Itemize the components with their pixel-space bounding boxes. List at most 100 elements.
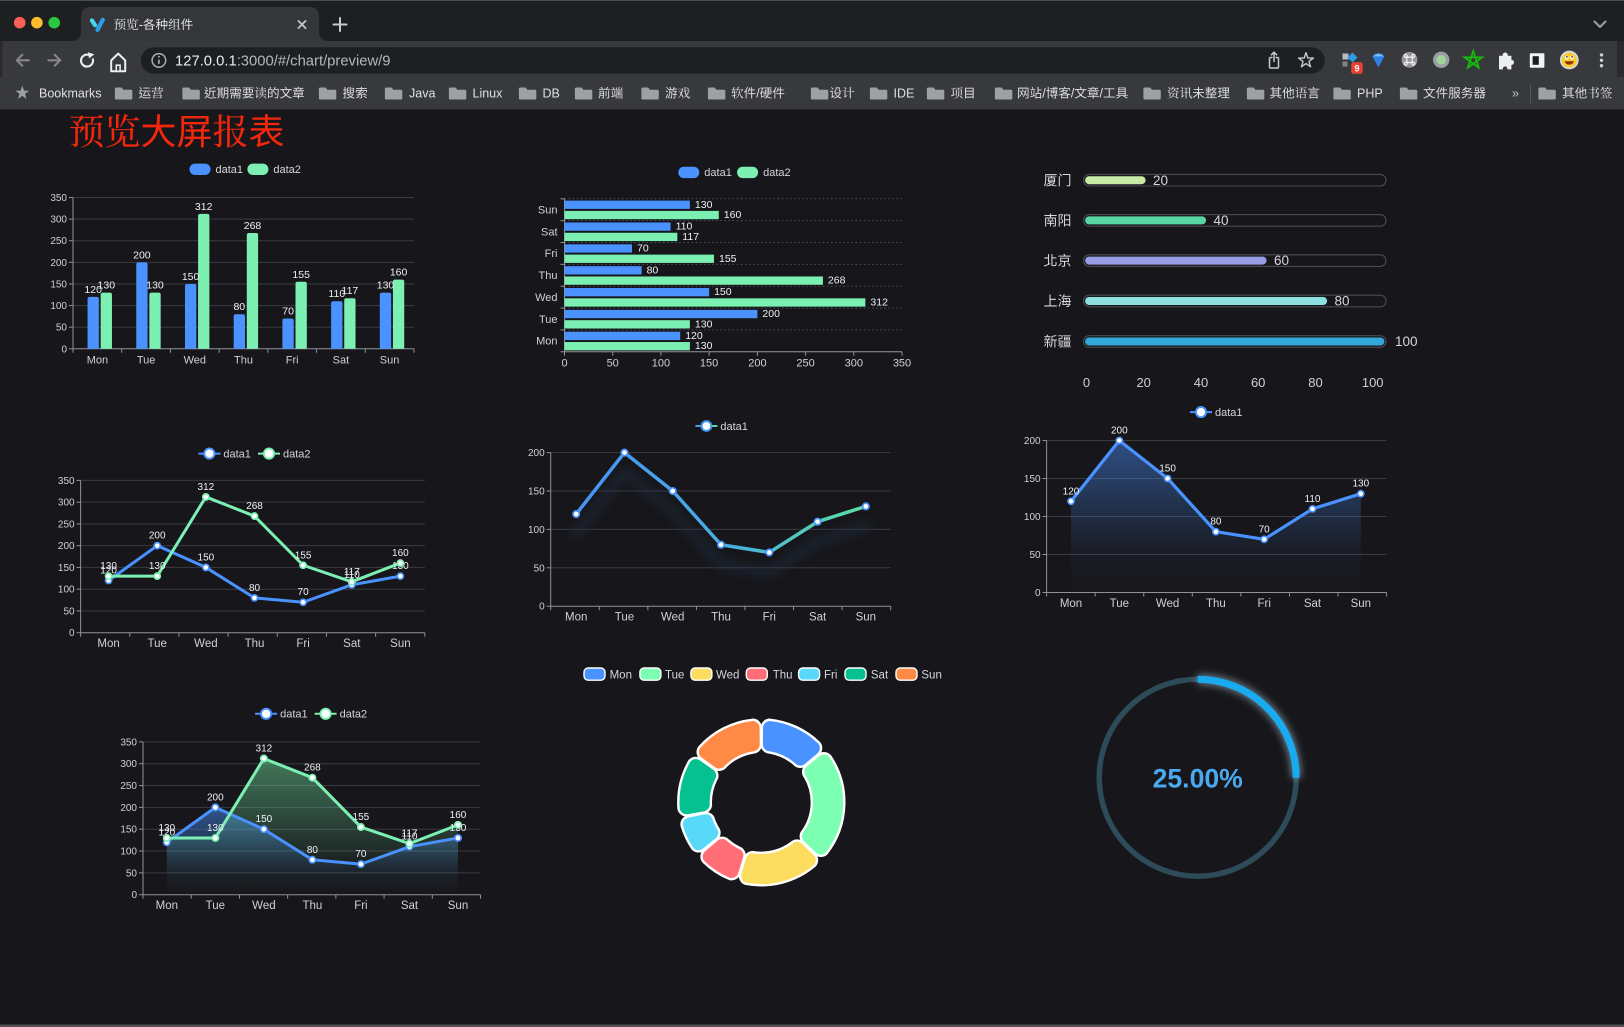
svg-text:Wed: Wed	[1156, 598, 1179, 610]
svg-text:0: 0	[69, 628, 75, 639]
svg-text:200: 200	[762, 308, 780, 320]
svg-text:/: /	[756, 87, 760, 101]
svg-text:200: 200	[149, 531, 166, 542]
svg-text:200: 200	[1024, 436, 1041, 447]
svg-text:160: 160	[390, 267, 408, 279]
svg-text:Sun: Sun	[380, 354, 400, 366]
svg-text:60: 60	[1274, 253, 1289, 268]
svg-text:Thu: Thu	[773, 669, 793, 681]
svg-text:Wed: Wed	[535, 292, 557, 304]
svg-text:120: 120	[84, 284, 102, 296]
svg-text:Thu: Thu	[234, 354, 253, 366]
svg-text:data2: data2	[273, 164, 301, 176]
svg-text:20: 20	[1136, 375, 1150, 390]
svg-text:150: 150	[256, 814, 273, 825]
svg-text:250: 250	[796, 357, 814, 369]
svg-text:80: 80	[307, 845, 319, 856]
svg-text:Fri: Fri	[545, 248, 558, 260]
svg-text:Sun: Sun	[921, 669, 941, 681]
svg-text:150: 150	[50, 280, 67, 291]
svg-text:100: 100	[1024, 512, 1041, 523]
svg-text:Mon: Mon	[97, 638, 119, 650]
svg-text:Wed: Wed	[716, 669, 739, 681]
svg-text:80: 80	[233, 301, 245, 313]
svg-text:110: 110	[328, 288, 345, 300]
svg-text:130: 130	[100, 561, 117, 572]
svg-text:Mon: Mon	[610, 669, 632, 681]
svg-text:Sat: Sat	[401, 900, 419, 912]
svg-text:130: 130	[1352, 479, 1369, 490]
svg-text:data2: data2	[340, 709, 368, 721]
svg-text:130: 130	[207, 823, 224, 834]
svg-text:150: 150	[700, 357, 718, 369]
svg-text:80: 80	[1335, 294, 1350, 309]
svg-text:120: 120	[1063, 486, 1080, 497]
svg-text:DB: DB	[543, 87, 560, 101]
svg-text:data1: data1	[720, 421, 748, 433]
svg-text:100: 100	[528, 525, 545, 536]
svg-text:127.0.0.1: 127.0.0.1	[175, 54, 237, 70]
svg-text:Bookmarks: Bookmarks	[39, 87, 102, 101]
svg-text:60: 60	[1251, 375, 1265, 390]
svg-text:Mon: Mon	[1060, 598, 1082, 610]
svg-text:-: -	[139, 18, 143, 32]
svg-text::3000/#/chart/preview/9: :3000/#/chart/preview/9	[237, 54, 391, 70]
svg-text:300: 300	[845, 357, 863, 369]
svg-text:Thu: Thu	[245, 638, 265, 650]
svg-text:200: 200	[58, 541, 75, 552]
svg-text:Sun: Sun	[390, 638, 410, 650]
svg-text:268: 268	[828, 275, 846, 287]
svg-text:250: 250	[58, 519, 75, 530]
svg-text:50: 50	[56, 323, 68, 334]
svg-text:150: 150	[528, 487, 545, 498]
svg-text:Thu: Thu	[302, 900, 322, 912]
svg-text:Mon: Mon	[536, 336, 557, 348]
svg-text:50: 50	[1029, 550, 1041, 561]
svg-text:200: 200	[748, 357, 766, 369]
svg-text:312: 312	[256, 744, 273, 755]
svg-text:Tue: Tue	[148, 638, 167, 650]
svg-text:130: 130	[695, 199, 713, 211]
svg-text:Fri: Fri	[354, 900, 367, 912]
svg-text:350: 350	[58, 476, 75, 487]
svg-text:117: 117	[402, 829, 418, 840]
svg-text:Sat: Sat	[871, 669, 889, 681]
svg-text:300: 300	[50, 215, 67, 226]
svg-text:120: 120	[158, 827, 175, 838]
svg-text:150: 150	[714, 286, 732, 298]
svg-text:110: 110	[344, 570, 360, 581]
svg-text:Sun: Sun	[448, 900, 468, 912]
svg-text:350: 350	[120, 737, 137, 748]
svg-text:9: 9	[1354, 63, 1359, 73]
svg-text:0: 0	[539, 602, 545, 613]
svg-text:data2: data2	[283, 448, 311, 460]
svg-text:150: 150	[198, 552, 215, 563]
svg-text:Tue: Tue	[615, 612, 634, 624]
svg-text:120: 120	[100, 566, 117, 577]
svg-text:150: 150	[182, 271, 200, 283]
svg-text:200: 200	[133, 249, 151, 261]
svg-text:25.00%: 25.00%	[1153, 764, 1243, 794]
svg-text:117: 117	[342, 285, 359, 297]
svg-text:80: 80	[647, 264, 659, 276]
svg-text:130: 130	[695, 340, 713, 352]
svg-text:350: 350	[893, 357, 911, 369]
svg-text:312: 312	[198, 482, 215, 493]
svg-text:50: 50	[534, 563, 546, 574]
svg-text:155: 155	[353, 812, 370, 823]
svg-text:70: 70	[298, 587, 310, 598]
svg-text:100: 100	[652, 357, 670, 369]
svg-text:Fri: Fri	[296, 638, 309, 650]
svg-text:50: 50	[63, 606, 75, 617]
svg-text:300: 300	[120, 759, 137, 770]
svg-text:100: 100	[50, 301, 67, 312]
svg-text:100: 100	[58, 585, 75, 596]
svg-text:110: 110	[1305, 494, 1321, 505]
svg-text:110: 110	[402, 832, 418, 843]
svg-text:50: 50	[126, 868, 138, 879]
svg-text:150: 150	[1024, 474, 1041, 485]
svg-text:200: 200	[207, 792, 224, 803]
svg-text:300: 300	[58, 498, 75, 509]
svg-text:Tue: Tue	[1110, 598, 1129, 610]
svg-text:160: 160	[724, 209, 742, 221]
